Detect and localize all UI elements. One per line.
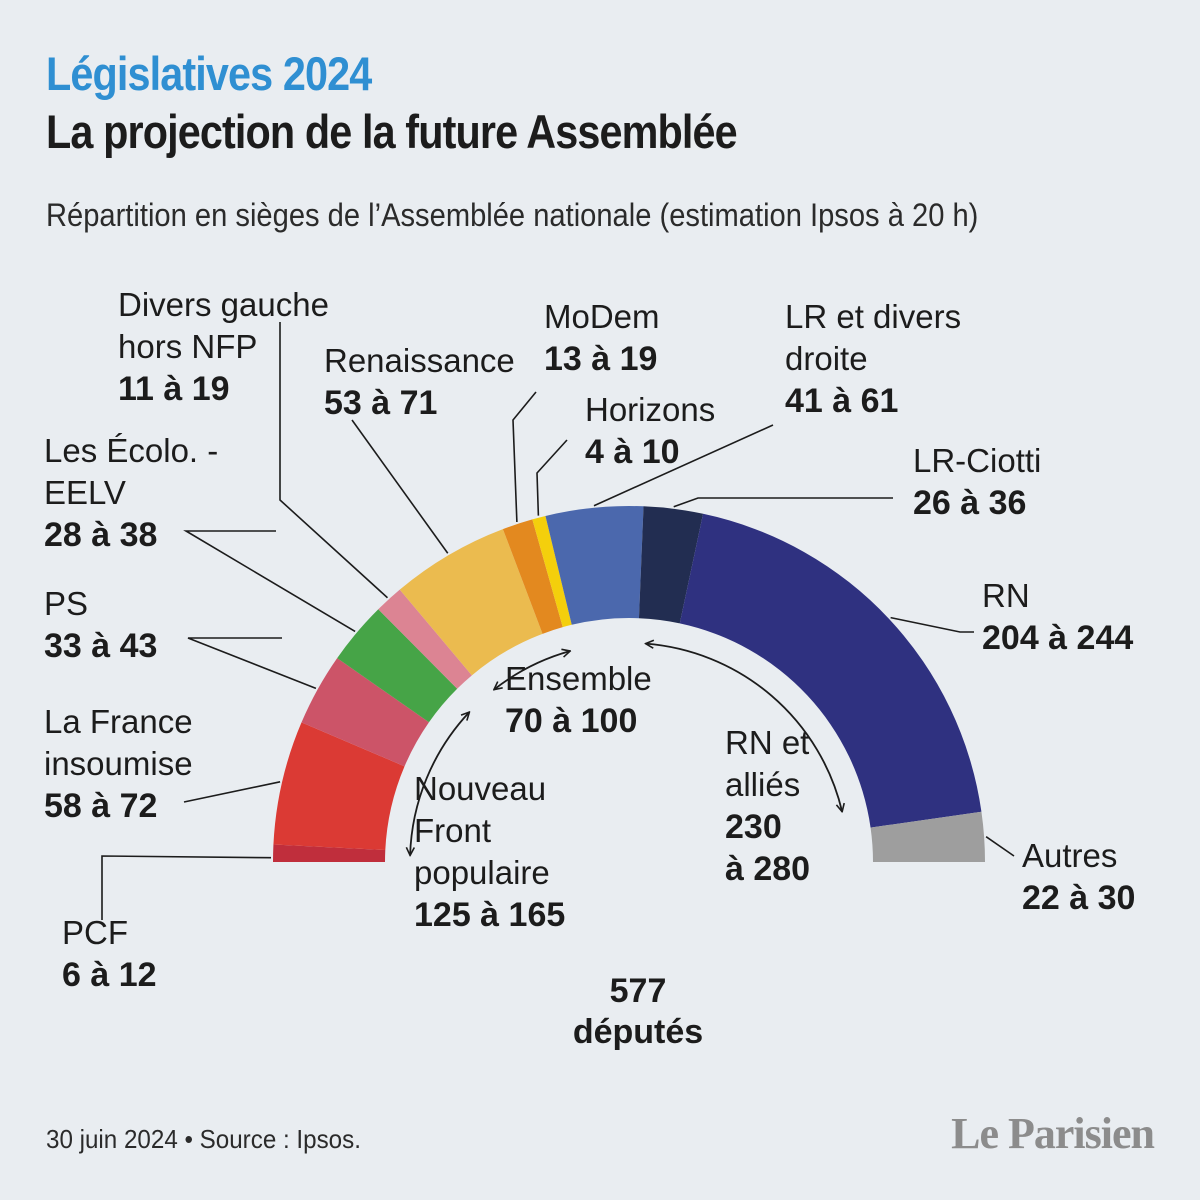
ens-name-line-1: Ensemble — [505, 660, 652, 697]
leader-line-eelv — [183, 530, 356, 633]
lfi-name-line-2: insoumise — [44, 745, 193, 782]
nfp-name-line-1: Nouveau — [414, 770, 546, 807]
modem-value: 13 à 19 — [544, 340, 657, 378]
seat-segment-aut — [870, 811, 985, 862]
source-note: 30 juin 2024 • Source : Ipsos. — [46, 1124, 361, 1154]
kicker: Législatives 2024 — [46, 47, 372, 100]
leader-line-lr — [593, 424, 774, 507]
group-label-nfp: Nouveau Front populaire 125 à 165 — [414, 770, 565, 934]
rnall-value-line-1: 230 — [725, 808, 782, 846]
leader-line-ps — [187, 637, 317, 690]
pcf-name-line-1: PCF — [62, 914, 128, 951]
party-label-lr: LR et divers droite 41 à 61 — [785, 298, 961, 420]
seat-segment-ps — [301, 658, 429, 767]
hor-name-line-1: Horizons — [585, 391, 715, 428]
dvg-name-line-2: hors NFP — [118, 328, 257, 365]
eelv-value: 28 à 38 — [44, 516, 157, 554]
leader-line-ren — [351, 419, 449, 554]
eelv-name-line-1: Les Écolo. - — [44, 432, 218, 469]
dvg-name-line-1: Divers gauche — [118, 286, 329, 323]
party-label-aut: Autres 22 à 30 — [1022, 837, 1135, 917]
lr-name-line-1: LR et divers — [785, 298, 961, 335]
leader-line-hor — [536, 439, 568, 516]
nfp-name-line-3: populaire — [414, 854, 550, 891]
seat-segment-modem — [502, 519, 563, 634]
rnall-value-line-2: à 280 — [725, 850, 810, 888]
publisher-logo: Le Parisien — [951, 1109, 1155, 1158]
aut-value: 22 à 30 — [1022, 879, 1135, 917]
seat-segment-dvg — [378, 589, 472, 689]
lr-name-line-2: droite — [785, 340, 868, 377]
total-seats-line-1: 577 — [610, 972, 667, 1010]
party-label-modem: MoDem 13 à 19 — [544, 298, 660, 378]
group-label-rnall: RN et alliés 230 à 280 — [725, 724, 810, 888]
party-label-lrc: LR-Ciotti 26 à 36 — [913, 442, 1041, 522]
total-seats-line-2: députés — [573, 1013, 703, 1051]
ren-value: 53 à 71 — [324, 384, 437, 422]
nfp-value: 125 à 165 — [414, 896, 565, 934]
leader-line-lrc — [673, 497, 893, 508]
ps-value: 33 à 43 — [44, 627, 157, 665]
seat-segment-pcf — [273, 844, 386, 862]
party-label-pcf: PCF 6 à 12 — [62, 914, 157, 994]
ps-name-line-1: PS — [44, 585, 88, 622]
party-label-ren: Renaissance 53 à 71 — [324, 342, 515, 422]
lrc-name-line-1: LR-Ciotti — [913, 442, 1041, 479]
hor-value: 4 à 10 — [585, 433, 680, 471]
pcf-value: 6 à 12 — [62, 956, 157, 994]
group-bracket-rnall — [646, 644, 843, 812]
group-bracket-nfp — [410, 712, 469, 855]
dvg-value: 11 à 19 — [118, 370, 230, 408]
rn-value: 204 à 244 — [982, 619, 1133, 657]
lfi-value: 58 à 72 — [44, 787, 157, 825]
party-label-dvg: Divers gauche hors NFP 11 à 19 — [118, 286, 329, 408]
leader-line-rn — [890, 616, 974, 633]
party-label-eelv: Les Écolo. - EELV 28 à 38 — [44, 432, 218, 554]
leader-line-lfi — [183, 781, 281, 803]
party-label-lfi: La France insoumise 58 à 72 — [44, 703, 193, 825]
rnall-name-line-1: RN et — [725, 724, 809, 761]
rnall-name-line-2: alliés — [725, 766, 800, 803]
party-label-hor: Horizons 4 à 10 — [585, 391, 715, 471]
lr-value: 41 à 61 — [785, 382, 898, 420]
lrc-value: 26 à 36 — [913, 484, 1026, 522]
nfp-name-line-2: Front — [414, 812, 491, 849]
ren-name-line-1: Renaissance — [324, 342, 515, 379]
seat-segment-eelv — [337, 609, 458, 723]
rn-name-line-1: RN — [982, 577, 1030, 614]
party-label-ps: PS 33 à 43 — [44, 585, 157, 665]
seat-segment-lrc — [638, 506, 704, 624]
modem-name-line-1: MoDem — [544, 298, 660, 335]
group-label-ens: Ensemble 70 à 100 — [505, 660, 652, 740]
lfi-name-line-1: La France — [44, 703, 193, 740]
aut-name-line-1: Autres — [1022, 837, 1117, 874]
seat-segment-lr — [545, 506, 644, 625]
party-label-rn: RN 204 à 244 — [982, 577, 1133, 657]
leader-line-dvg — [279, 322, 389, 599]
seat-segment-hor — [532, 515, 572, 628]
chart-subtitle: Répartition en sièges de l’Assemblée nat… — [46, 197, 979, 233]
page-title: La projection de la future Assemblée — [46, 105, 738, 158]
seat-segment-ren — [399, 529, 543, 676]
leader-line-aut — [985, 836, 1015, 857]
group-bracket-ens — [494, 651, 570, 690]
eelv-name-line-2: EELV — [44, 474, 126, 511]
leader-line-modem — [512, 391, 537, 523]
leader-line-pcf — [101, 855, 272, 920]
ens-value: 70 à 100 — [505, 702, 637, 740]
seat-segment-lfi — [273, 722, 405, 851]
